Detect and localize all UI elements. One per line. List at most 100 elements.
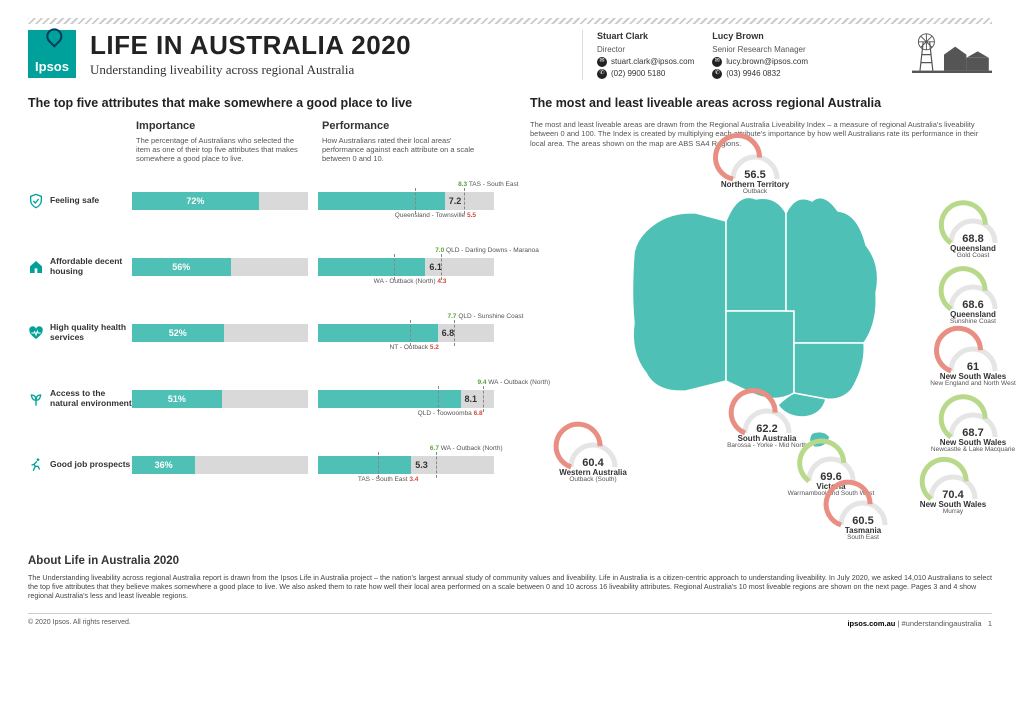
performance-bar: 5.3 [318,456,494,474]
contact-email: ✉lucy.brown@ipsos.com [712,56,808,68]
contact-name: Lucy Brown [712,30,808,44]
performance-value: 6.1 [429,258,442,276]
perf-low-label: TAS - South East 3.4 [358,476,419,483]
region-sub: Newcastle & Lake Macquarie [928,447,1018,454]
performance-value: 5.3 [415,456,428,474]
importance-bar-fill: 52% [132,324,224,342]
performance-desc: How Australians rated their local areas'… [322,136,508,164]
contact-email: ✉stuart.clark@ipsos.com [597,56,694,68]
attribute-row: Feeling safe 72% 8.3 TAS - South East 7.… [28,178,508,224]
attribute-label: High quality health services [28,323,132,342]
svg-text:68.7: 68.7 [962,427,983,439]
region-gauge: 68.6 Queensland Sunshine Coast [928,283,1018,326]
attribute-row: Affordable decent housing 56% 7.0 QLD - … [28,244,508,290]
importance-bar-fill: 72% [132,192,259,210]
header: Ipsos LIFE IN AUSTRALIA 2020 Understandi… [28,30,992,80]
perf-high-marker [483,386,484,412]
attribute-label: Good job prospects [28,457,132,473]
perf-high-label: 7.7 QLD - Sunshine Coast [448,313,524,320]
svg-text:60.4: 60.4 [582,457,604,469]
phone-icon: ✆ [712,69,722,79]
performance-bar-fill [318,258,425,276]
performance-bar-wrap: 7.7 QLD - Sunshine Coast 6.8 NT - Outbac… [318,324,494,342]
svg-text:61: 61 [967,361,979,373]
svg-text:62.2: 62.2 [756,423,777,435]
svg-text:56.5: 56.5 [744,169,765,181]
house-icon [28,259,44,275]
performance-bar-wrap: 9.4 WA - Outback (North) 8.1 QLD - Toowo… [318,390,494,408]
perf-low-marker [410,320,411,346]
svg-text:60.5: 60.5 [852,515,873,527]
region-gauge: 61 New South Wales New England and North… [928,345,1018,388]
gauge-icon: 56.5 [726,153,784,183]
phone-icon: ✆ [597,69,607,79]
page-title: LIFE IN AUSTRALIA 2020 [90,30,568,61]
region-gauge: 62.2 South Australia Barossa - Yorke - M… [722,407,812,450]
contact-name: Stuart Clark [597,30,694,44]
logo-text: Ipsos [35,59,69,74]
attributes-title: The top five attributes that make somewh… [28,96,508,110]
importance-bar: 72% [132,192,308,210]
attributes-section: The top five attributes that make somewh… [28,96,508,545]
perf-low-marker [438,386,439,412]
importance-bar-fill: 51% [132,390,222,408]
heart-icon [28,325,44,341]
footer-copyright: © 2020 Ipsos. All rights reserved. [28,619,131,628]
contact-role: Senior Research Manager [712,44,808,56]
performance-value: 8.1 [465,390,478,408]
gauge-icon: 60.4 [564,441,622,471]
importance-bar: 56% [132,258,308,276]
perf-high-marker [464,188,465,214]
contact-phone: ✆(03) 9946 0832 [712,68,808,80]
svg-text:70.4: 70.4 [942,489,964,501]
page-subtitle: Understanding liveability across regiona… [90,62,568,78]
performance-value: 6.8 [442,324,455,342]
importance-bar-fill: 36% [132,456,195,474]
region-sub: Sunshine Coast [928,319,1018,326]
perf-high-marker [436,452,437,478]
importance-desc: The percentage of Australians who select… [136,136,322,164]
gauge-icon: 62.2 [738,407,796,437]
attribute-label: Access to the natural environment [28,389,132,408]
performance-bar: 6.8 [318,324,494,342]
perf-low-marker [394,254,395,280]
map-section: The most and least liveable areas across… [530,96,992,545]
contacts-block: Stuart Clark Director ✉stuart.clark@ipso… [582,30,892,80]
ipsos-logo: Ipsos [28,30,76,78]
region-sub: New England and North West [928,381,1018,388]
perf-high-marker [454,320,455,346]
attribute-label: Feeling safe [28,193,132,209]
region-gauge: 60.4 Western Australia Outback (South) [548,441,638,484]
perf-high-label: 6.7 WA - Outback (North) [430,445,503,452]
performance-value: 7.2 [449,192,462,210]
svg-text:68.6: 68.6 [962,299,983,311]
importance-bar-fill: 56% [132,258,231,276]
region-sub: South East [818,535,908,542]
contact-1: Lucy Brown Senior Research Manager ✉lucy… [712,30,808,80]
region-gauge: 60.5 Tasmania South East [818,499,908,542]
contact-0: Stuart Clark Director ✉stuart.clark@ipso… [597,30,694,80]
importance-bar: 52% [132,324,308,342]
region-gauge: 68.8 Queensland Gold Coast [928,217,1018,260]
run-icon [28,457,44,473]
perf-high-label: 8.3 TAS - South East [458,181,518,188]
region-sub: Barossa - Yorke - Mid North [722,443,812,450]
region-gauge: 68.7 New South Wales Newcastle & Lake Ma… [928,411,1018,454]
gauge-icon: 61 [944,345,1002,375]
about-title: About Life in Australia 2020 [28,555,992,567]
performance-bar: 8.1 [318,390,494,408]
leaf-icon [28,391,44,407]
region-sub: Outback [710,189,800,196]
email-icon: ✉ [712,57,722,67]
about-section: About Life in Australia 2020 The Underst… [28,555,992,601]
attribute-row: Access to the natural environment 51% 9.… [28,376,508,422]
performance-bar-fill [318,192,445,210]
performance-bar: 7.2 [318,192,494,210]
performance-bar-fill [318,456,411,474]
shield-icon [28,193,44,209]
perf-low-marker [378,452,379,478]
performance-bar-fill [318,390,461,408]
contact-phone: ✆(02) 9900 5180 [597,68,694,80]
header-hatch [28,18,992,24]
about-text: The Understanding liveability across reg… [28,573,992,601]
